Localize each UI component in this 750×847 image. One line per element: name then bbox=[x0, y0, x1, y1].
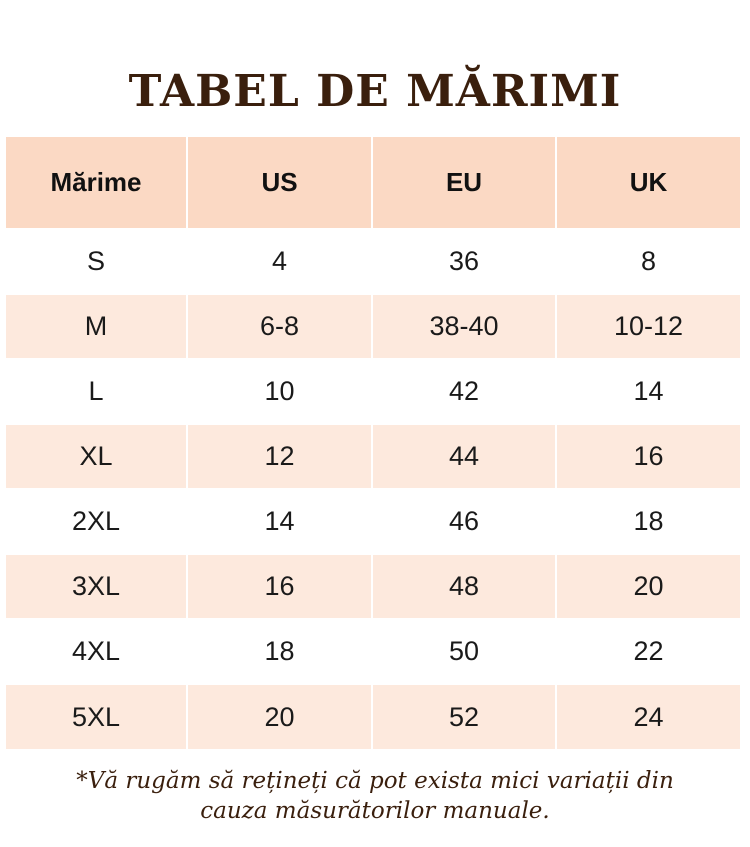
cell-size: 2XL bbox=[6, 488, 188, 554]
cell-us: 16 bbox=[187, 553, 373, 619]
table-header-row: Mărime US EU UK bbox=[6, 137, 740, 229]
cell-us: 12 bbox=[187, 423, 373, 489]
table-row: 3XL 16 48 20 bbox=[6, 553, 740, 619]
table-row: S 4 36 8 bbox=[6, 228, 740, 294]
cell-eu: 44 bbox=[372, 423, 557, 489]
cell-us: 6-8 bbox=[187, 293, 373, 359]
cell-eu: 48 bbox=[372, 553, 557, 619]
cell-eu: 42 bbox=[372, 358, 557, 424]
cell-eu: 50 bbox=[372, 618, 557, 684]
cell-uk: 10-12 bbox=[556, 293, 740, 359]
cell-uk: 22 bbox=[556, 618, 740, 684]
cell-eu: 36 bbox=[372, 228, 557, 294]
table-row: L 10 42 14 bbox=[6, 358, 740, 424]
cell-eu: 52 bbox=[372, 683, 557, 749]
cell-us: 10 bbox=[187, 358, 373, 424]
disclaimer-note: *Vă rugăm să rețineți că pot exista mici… bbox=[76, 768, 674, 824]
cell-size: XL bbox=[6, 423, 188, 489]
cell-eu: 38-40 bbox=[372, 293, 557, 359]
table-row: XL 12 44 16 bbox=[6, 423, 740, 489]
cell-uk: 8 bbox=[556, 228, 740, 294]
cell-uk: 20 bbox=[556, 553, 740, 619]
cell-us: 20 bbox=[187, 683, 373, 749]
cell-size: M bbox=[6, 293, 188, 359]
cell-size: L bbox=[6, 358, 188, 424]
table-body: S 4 36 8 M 6-8 38-40 10-12 L 10 42 14 XL 12 44 16 2XL 14 4… bbox=[6, 228, 740, 749]
table-row: 4XL 18 50 22 bbox=[6, 618, 740, 684]
page-title: TABEL DE MĂRIMI bbox=[128, 66, 622, 117]
header-uk: UK bbox=[629, 167, 668, 197]
header-us: US bbox=[187, 137, 373, 229]
header-size: Mărime bbox=[6, 137, 188, 229]
cell-size: 4XL bbox=[6, 618, 188, 684]
table-row: 5XL 20 52 24 bbox=[6, 683, 740, 749]
size-chart-table: Mărime US EU UK S 4 36 8 M 6-8 38-40 10-12 L 10 42… bbox=[6, 137, 740, 749]
cell-us: 4 bbox=[187, 228, 373, 294]
table-row: 2XL 14 46 18 bbox=[6, 488, 740, 554]
cell-size: 3XL bbox=[6, 553, 188, 619]
cell-uk: 16 bbox=[556, 423, 740, 489]
cell-uk: 18 bbox=[556, 488, 740, 554]
header-eu: EU bbox=[372, 137, 557, 229]
cell-uk: 14 bbox=[556, 358, 740, 424]
cell-size: 5XL bbox=[6, 683, 188, 749]
cell-uk: 24 bbox=[556, 683, 740, 749]
cell-us: 14 bbox=[187, 488, 373, 554]
table-row: M 6-8 38-40 10-12 bbox=[6, 293, 740, 359]
cell-size: S bbox=[6, 228, 188, 294]
cell-eu: 46 bbox=[372, 488, 557, 554]
cell-us: 18 bbox=[187, 618, 373, 684]
